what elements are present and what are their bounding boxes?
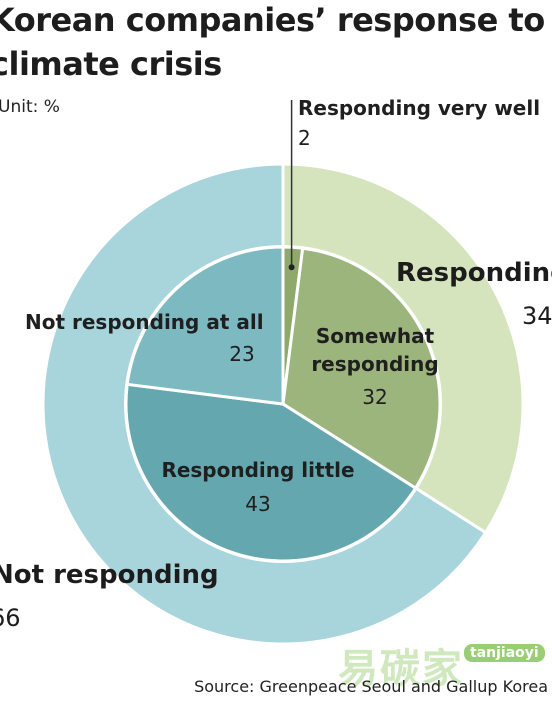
inner-value-not-at-all: 23 — [229, 342, 255, 366]
watermark-badge: tanjiaoyi — [464, 644, 545, 662]
outer-label-responding: Responding — [396, 258, 552, 288]
unit-label: Unit: % — [0, 97, 60, 117]
inner-value-somewhat: 32 — [362, 385, 388, 409]
inner-label-somewhat: Somewhat responding — [311, 324, 439, 376]
chart-title-line1: Korean companies’ response to — [0, 1, 545, 39]
inner-value-very-well: 2 — [298, 126, 311, 150]
leader-dot-very-well — [288, 264, 295, 271]
inner-value-little: 43 — [245, 492, 271, 516]
outer-value-not-responding: 66 — [0, 604, 21, 632]
inner-label-little: Responding little — [161, 458, 355, 482]
outer-label-not-responding: Not responding — [0, 560, 219, 590]
chart-title-line2: climate crisis — [0, 45, 222, 83]
outer-value-responding: 34 — [522, 302, 552, 330]
source-note: Source: Greenpeace Seoul and Gallup Kore… — [194, 677, 548, 696]
watermark-text: 易碳家 — [338, 646, 464, 692]
watermark-logo: 易碳家 tanjiaoyi — [338, 636, 545, 694]
inner-slice-2 — [124, 382, 418, 563]
inner-label-not-at-all: Not responding at all — [25, 310, 264, 334]
inner-slice-3 — [125, 245, 285, 406]
chart-title: Korean companies’ response to climate cr… — [0, 0, 550, 86]
inner-label-very-well: Responding very well — [298, 96, 541, 120]
